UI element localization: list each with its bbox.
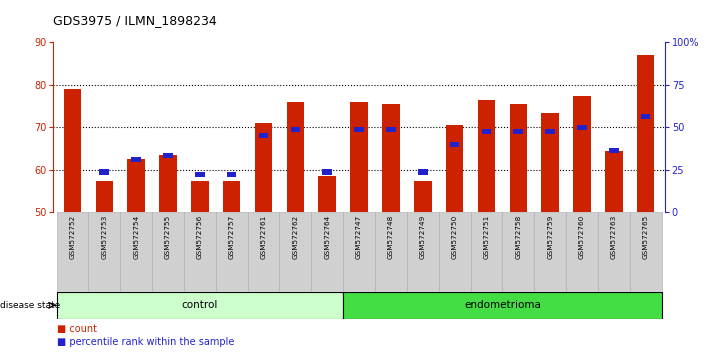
Bar xyxy=(291,127,300,132)
Bar xyxy=(566,212,598,292)
Bar xyxy=(343,292,662,319)
Bar xyxy=(56,292,343,319)
Text: GSM572752: GSM572752 xyxy=(70,215,75,259)
Text: GSM572759: GSM572759 xyxy=(547,215,553,259)
Bar xyxy=(510,104,527,212)
Bar xyxy=(446,125,464,212)
Bar xyxy=(127,159,145,212)
Bar xyxy=(184,212,215,292)
Bar xyxy=(64,89,81,212)
Bar xyxy=(598,212,630,292)
Bar xyxy=(163,153,173,158)
Bar xyxy=(386,127,396,132)
Bar xyxy=(311,212,343,292)
Bar xyxy=(191,181,208,212)
Bar xyxy=(354,127,364,132)
Text: GSM572758: GSM572758 xyxy=(515,215,521,259)
Text: GSM572753: GSM572753 xyxy=(101,215,107,259)
Bar xyxy=(195,172,205,177)
Bar xyxy=(279,212,311,292)
Bar xyxy=(95,181,113,212)
Text: GSM572751: GSM572751 xyxy=(483,215,489,259)
Text: GSM572755: GSM572755 xyxy=(165,215,171,259)
Text: GSM572748: GSM572748 xyxy=(388,215,394,259)
Text: GSM572765: GSM572765 xyxy=(643,215,648,259)
Bar xyxy=(534,212,566,292)
Bar xyxy=(478,100,495,212)
Text: control: control xyxy=(181,300,218,310)
Bar xyxy=(545,129,555,134)
Text: GSM572760: GSM572760 xyxy=(579,215,585,259)
Text: GSM572761: GSM572761 xyxy=(260,215,267,259)
Bar xyxy=(605,151,623,212)
Text: GSM572764: GSM572764 xyxy=(324,215,330,259)
Bar xyxy=(630,212,662,292)
Bar xyxy=(223,181,240,212)
Bar xyxy=(132,157,141,162)
Bar xyxy=(541,113,559,212)
Bar xyxy=(481,129,491,134)
Text: GDS3975 / ILMN_1898234: GDS3975 / ILMN_1898234 xyxy=(53,14,217,27)
Text: ■ percentile rank within the sample: ■ percentile rank within the sample xyxy=(57,337,234,347)
Text: GSM572762: GSM572762 xyxy=(292,215,299,259)
Text: GSM572757: GSM572757 xyxy=(229,215,235,259)
Bar xyxy=(439,212,471,292)
Bar xyxy=(414,181,432,212)
Bar xyxy=(375,212,407,292)
Text: GSM572747: GSM572747 xyxy=(356,215,362,259)
Bar xyxy=(287,102,304,212)
Bar xyxy=(159,155,177,212)
Bar xyxy=(88,212,120,292)
Bar xyxy=(450,142,459,147)
Bar xyxy=(247,212,279,292)
Text: GSM572763: GSM572763 xyxy=(611,215,617,259)
Text: GSM572756: GSM572756 xyxy=(197,215,203,259)
Bar xyxy=(577,125,587,130)
Bar xyxy=(573,96,591,212)
Bar xyxy=(418,170,427,175)
Bar xyxy=(319,176,336,212)
Bar xyxy=(503,212,534,292)
Bar xyxy=(382,104,400,212)
Text: GSM572750: GSM572750 xyxy=(451,215,458,259)
Bar xyxy=(513,129,523,134)
Bar xyxy=(641,114,651,119)
Text: GSM572754: GSM572754 xyxy=(133,215,139,259)
Text: disease state: disease state xyxy=(0,301,60,310)
Bar xyxy=(609,148,619,153)
Bar xyxy=(215,212,247,292)
Bar xyxy=(120,212,152,292)
Bar xyxy=(351,102,368,212)
Bar xyxy=(343,212,375,292)
Bar xyxy=(152,212,184,292)
Bar xyxy=(100,170,109,175)
Bar xyxy=(471,212,503,292)
Bar xyxy=(407,212,439,292)
Bar xyxy=(255,123,272,212)
Bar xyxy=(259,133,268,138)
Bar xyxy=(56,212,88,292)
Text: GSM572749: GSM572749 xyxy=(419,215,426,259)
Bar xyxy=(322,170,332,175)
Text: endometrioma: endometrioma xyxy=(464,300,541,310)
Bar xyxy=(637,55,654,212)
Bar xyxy=(227,172,237,177)
Text: ■ count: ■ count xyxy=(57,324,97,334)
